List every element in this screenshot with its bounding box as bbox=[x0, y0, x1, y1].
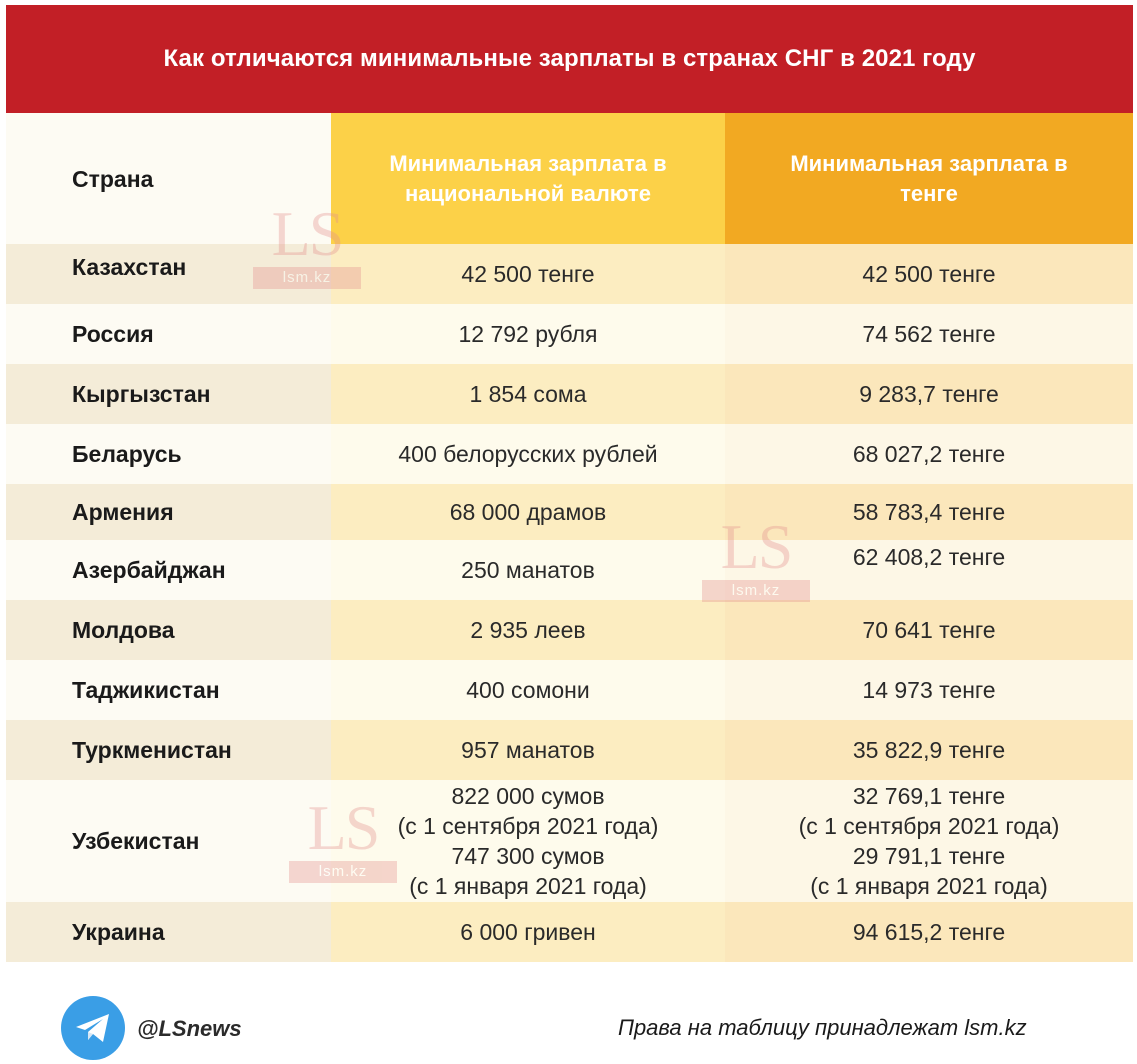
tenge-wage-cell: 32 769,1 тенге (с 1 сентября 2021 года) … bbox=[725, 780, 1133, 902]
tenge-wage-cell: 74 562 тенге bbox=[725, 304, 1133, 364]
national-wage-cell: 68 000 драмов bbox=[331, 484, 725, 540]
national-wage-cell: 822 000 сумов (с 1 сентября 2021 года) 7… bbox=[331, 780, 725, 902]
table-row: Азербайджан 250 манатов 62 408,2 тенге bbox=[6, 540, 1133, 600]
column-header-country: Страна bbox=[6, 113, 331, 244]
national-wage-cell: 957 манатов bbox=[331, 720, 725, 780]
country-cell: Азербайджан bbox=[6, 540, 331, 600]
country-cell: Казахстан bbox=[6, 244, 331, 304]
country-cell: Армения bbox=[6, 484, 331, 540]
national-wage-cell: 42 500 тенге bbox=[331, 244, 725, 304]
tenge-wage-cell: 35 822,9 тенге bbox=[725, 720, 1133, 780]
country-cell: Таджикистан bbox=[6, 660, 331, 720]
national-wage-cell: 2 935 леев bbox=[331, 600, 725, 660]
country-cell: Беларусь bbox=[6, 424, 331, 484]
tenge-wage-cell: 14 973 тенге bbox=[725, 660, 1133, 720]
table-row: Украина 6 000 гривен 94 615,2 тенге bbox=[6, 902, 1133, 962]
country-cell: Украина bbox=[6, 902, 331, 962]
telegram-handle[interactable]: @LSnews bbox=[137, 1016, 242, 1041]
table-row: Туркменистан 957 манатов 35 822,9 тенге bbox=[6, 720, 1133, 780]
national-wage-cell: 1 854 сома bbox=[331, 364, 725, 424]
country-cell: Молдова bbox=[6, 600, 331, 660]
tenge-wage-cell: 62 408,2 тенге bbox=[725, 540, 1133, 600]
country-cell: Узбекистан bbox=[6, 780, 331, 902]
table-row: Армения 68 000 драмов 58 783,4 тенге bbox=[6, 484, 1133, 540]
national-wage-line: 822 000 сумов bbox=[451, 783, 605, 809]
table-row: Россия 12 792 рубля 74 562 тенге bbox=[6, 304, 1133, 364]
country-cell: Россия bbox=[6, 304, 331, 364]
national-wage-cell: 250 манатов bbox=[331, 540, 725, 600]
table-row: Узбекистан 822 000 сумов (с 1 сентября 2… bbox=[6, 780, 1133, 902]
national-wage-line: (с 1 сентября 2021 года) bbox=[397, 813, 659, 839]
national-wage-cell: 400 сомони bbox=[331, 660, 725, 720]
table-row: Таджикистан 400 сомони 14 973 тенге bbox=[6, 660, 1133, 720]
table-row: Беларусь 400 белорусских рублей 68 027,2… bbox=[6, 424, 1133, 484]
national-wage-cell: 400 белорусских рублей bbox=[331, 424, 725, 484]
national-wage-cell: 12 792 рубля bbox=[331, 304, 725, 364]
national-wage-line: (с 1 января 2021 года) bbox=[409, 873, 647, 899]
page-title: Как отличаются минимальные зарплаты в ст… bbox=[6, 5, 1133, 113]
tenge-wage-cell: 70 641 тенге bbox=[725, 600, 1133, 660]
tenge-wage-cell: 42 500 тенге bbox=[725, 244, 1133, 304]
tenge-wage-line: (с 1 сентября 2021 года) bbox=[798, 813, 1060, 839]
national-wage-line: 747 300 сумов bbox=[451, 843, 605, 869]
telegram-icon[interactable] bbox=[61, 996, 125, 1060]
tenge-wage-cell: 58 783,4 тенге bbox=[725, 484, 1133, 540]
tenge-wage-line: 29 791,1 тенге bbox=[852, 843, 1006, 869]
table-row: Казахстан 42 500 тенге 42 500 тенге bbox=[6, 244, 1133, 304]
tenge-wage-line: (с 1 января 2021 года) bbox=[810, 873, 1048, 899]
copyright-note: Права на таблицу принадлежат lsm.kz bbox=[618, 1015, 1027, 1040]
tenge-wage-line: 32 769,1 тенге bbox=[852, 783, 1006, 809]
country-cell: Кыргызстан bbox=[6, 364, 331, 424]
paper-plane-icon bbox=[76, 1014, 109, 1042]
tenge-wage-cell: 94 615,2 тенге bbox=[725, 902, 1133, 962]
tenge-wage-cell: 68 027,2 тенге bbox=[725, 424, 1133, 484]
table-header: Страна Минимальная зарплата в национальн… bbox=[6, 113, 1133, 244]
table-row: Молдова 2 935 леев 70 641 тенге bbox=[6, 600, 1133, 660]
column-header-national: Минимальная зарплата в национальной валю… bbox=[331, 113, 725, 244]
table-row: Кыргызстан 1 854 сома 9 283,7 тенге bbox=[6, 364, 1133, 424]
country-cell: Туркменистан bbox=[6, 720, 331, 780]
national-wage-cell: 6 000 гривен bbox=[331, 902, 725, 962]
tenge-wage-cell: 9 283,7 тенге bbox=[725, 364, 1133, 424]
column-header-tenge: Минимальная зарплата в тенге bbox=[725, 113, 1133, 244]
